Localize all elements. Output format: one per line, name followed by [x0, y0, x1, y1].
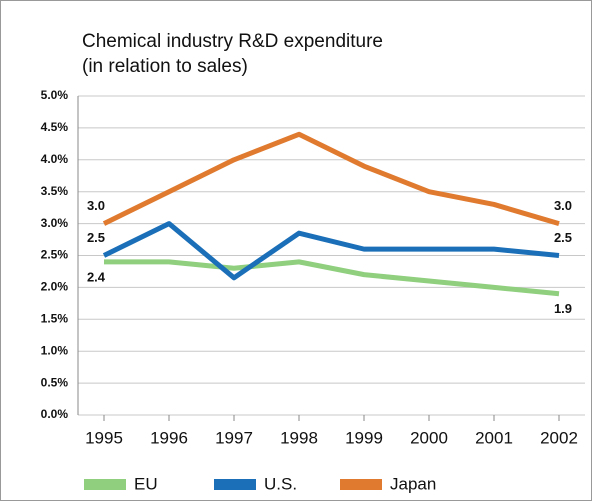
- x-tick-label: 1995: [85, 428, 123, 447]
- data-label: 2.5: [554, 230, 572, 245]
- data-label: 3.0: [87, 198, 105, 213]
- x-tick-label: 1998: [280, 428, 318, 447]
- y-tick-label: 3.5%: [41, 184, 69, 198]
- y-tick-label: 1.0%: [41, 343, 69, 357]
- chart-title: Chemical industry R&D expenditure: [82, 31, 383, 52]
- series-line: [104, 259, 560, 297]
- series-line: [102, 131, 560, 226]
- legend-label: U.S.: [264, 474, 297, 493]
- data-label: 2.5: [87, 230, 105, 245]
- legend-label: EU: [134, 474, 158, 493]
- chart-subtitle: (in relation to sales): [82, 56, 248, 77]
- legend-label: Japan: [390, 474, 436, 493]
- y-tick-label: 2.5%: [41, 248, 69, 262]
- y-tick-label: 2.0%: [41, 280, 69, 294]
- y-tick-label: 0.0%: [41, 407, 69, 421]
- y-tick-label: 5.0%: [41, 88, 69, 102]
- x-tick-label: 2002: [540, 428, 578, 447]
- x-tick-label: 1997: [215, 428, 253, 447]
- legend-swatch: [214, 479, 256, 490]
- data-label: 2.4: [87, 269, 106, 284]
- data-label: 3.0: [554, 198, 572, 213]
- x-tick-label: 1996: [150, 428, 188, 447]
- y-tick-label: 1.5%: [41, 311, 69, 325]
- x-tick-label: 2001: [475, 428, 513, 447]
- data-label: 1.9: [554, 301, 572, 316]
- series-line: [102, 221, 560, 281]
- x-tick-label: 2000: [410, 428, 448, 447]
- y-tick-label: 4.5%: [41, 120, 69, 134]
- y-tick-label: 0.5%: [41, 375, 69, 389]
- legend-swatch: [84, 479, 126, 490]
- y-tick-label: 3.0%: [41, 216, 69, 230]
- y-tick-label: 4.0%: [41, 152, 69, 166]
- legend-swatch: [340, 479, 382, 490]
- x-tick-label: 1999: [345, 428, 383, 447]
